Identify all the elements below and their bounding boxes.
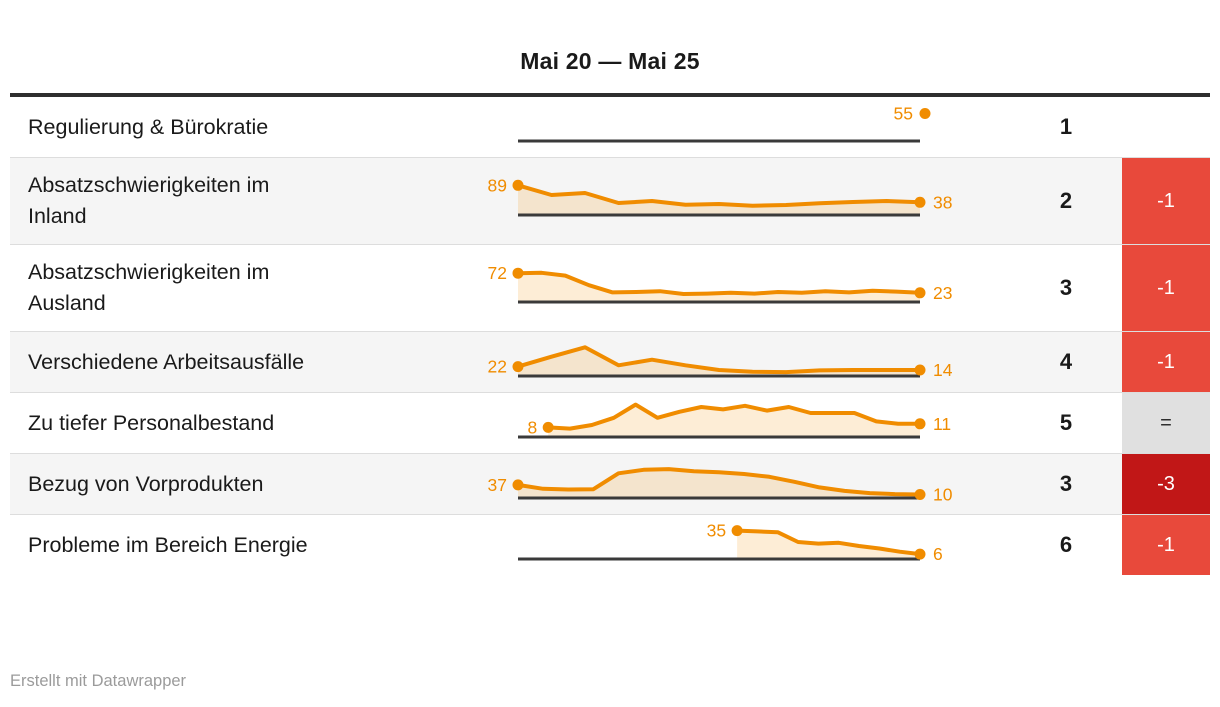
end-value-label: 10 bbox=[933, 485, 953, 505]
row-label: Zu tiefer Personalbestand bbox=[28, 410, 275, 435]
sparkline-line bbox=[546, 402, 922, 431]
end-dot bbox=[919, 108, 931, 120]
sparkline-svg: 55 bbox=[518, 104, 931, 143]
rank-value: 4 bbox=[1059, 349, 1073, 375]
end-value-label: 6 bbox=[933, 544, 943, 564]
start-dot bbox=[512, 180, 524, 192]
header-rule bbox=[10, 93, 1210, 98]
end-dot bbox=[914, 197, 926, 209]
sparkline-line bbox=[516, 345, 922, 375]
change-badge: = bbox=[1122, 393, 1210, 454]
end-dot bbox=[914, 364, 926, 376]
end-dot bbox=[914, 287, 926, 299]
rank-value: 5 bbox=[1059, 410, 1073, 436]
row-label: Bezug von Vorprodukten bbox=[28, 471, 264, 496]
sparkline-cell: 72 23 bbox=[440, 245, 1010, 331]
sparkline-area bbox=[518, 185, 920, 216]
change-badge bbox=[1122, 97, 1210, 157]
row-label: Regulierung & Bürokratie bbox=[28, 114, 269, 139]
sparkline-cell: 8 11 bbox=[440, 393, 1010, 453]
chart-title: Mai 20 — Mai 25 bbox=[520, 48, 700, 74]
end-dot bbox=[914, 548, 926, 560]
sparkline-area bbox=[548, 404, 920, 438]
row-label: Absatzschwierigkeiten im Inland bbox=[28, 173, 270, 229]
rank-value: 2 bbox=[1059, 188, 1073, 214]
end-value-label: 38 bbox=[933, 193, 952, 213]
sparkline-line bbox=[516, 467, 922, 497]
rank-value: 6 bbox=[1059, 532, 1073, 558]
sparkline-area bbox=[518, 273, 920, 303]
table-row: Absatzschwierigkeiten im Ausland 72 23 3 -1 bbox=[10, 244, 1210, 332]
start-dot bbox=[542, 422, 554, 434]
sparkline-svg: 72 23 bbox=[488, 263, 952, 304]
sparkline-svg: 37 10 bbox=[488, 467, 953, 505]
end-value-label: 55 bbox=[894, 104, 913, 124]
sparkline-cell: 35 6 bbox=[440, 515, 1010, 575]
end-value-label: 14 bbox=[933, 360, 953, 380]
change-badge: -1 bbox=[1122, 158, 1210, 245]
rank-value: 3 bbox=[1059, 275, 1073, 301]
sparkline-line bbox=[516, 271, 922, 297]
table-row: Probleme im Bereich Energie 35 6 6 -1 bbox=[10, 514, 1210, 576]
sparkline-line bbox=[516, 183, 922, 208]
row-label: Absatzschwierigkeiten im Ausland bbox=[28, 260, 270, 316]
end-value-label: 11 bbox=[933, 414, 951, 434]
start-value-label: 72 bbox=[488, 263, 507, 283]
sparkline-svg: 8 11 bbox=[518, 402, 951, 439]
table-row: Bezug von Vorprodukten 37 10 3 -3 bbox=[10, 453, 1210, 515]
start-dot bbox=[512, 361, 524, 373]
start-value-label: 89 bbox=[488, 176, 507, 196]
sparkline-area bbox=[518, 469, 920, 499]
sparkline-svg: 22 14 bbox=[488, 345, 953, 380]
start-value-label: 37 bbox=[488, 475, 507, 495]
end-dot bbox=[914, 418, 926, 430]
end-dot bbox=[914, 489, 926, 501]
datawrapper-attribution[interactable]: Erstellt mit Datawrapper bbox=[10, 672, 187, 690]
sparkline-cell: 22 14 bbox=[440, 332, 1010, 392]
table-row: Zu tiefer Personalbestand 8 11 5 = bbox=[10, 392, 1210, 454]
sparkline-area bbox=[518, 347, 920, 377]
table-row: Verschiedene Arbeitsausfälle 22 14 4 -1 bbox=[10, 331, 1210, 393]
sparkline-svg: 89 38 bbox=[488, 176, 952, 217]
sparkline-cell: 89 38 bbox=[440, 158, 1010, 244]
rank-value: 1 bbox=[1059, 114, 1073, 140]
change-badge: -1 bbox=[1122, 332, 1210, 393]
table-row: Absatzschwierigkeiten im Inland 89 38 2 -1 bbox=[10, 157, 1210, 245]
start-value-label: 8 bbox=[527, 418, 537, 438]
start-dot bbox=[731, 525, 743, 537]
change-badge: -1 bbox=[1122, 515, 1210, 576]
start-value-label: 22 bbox=[488, 357, 507, 377]
row-label: Verschiedene Arbeitsausfälle bbox=[28, 349, 305, 374]
start-value-label: 35 bbox=[707, 521, 726, 541]
row-label: Probleme im Bereich Energie bbox=[28, 532, 308, 557]
sparkline-line bbox=[735, 528, 922, 557]
sparkline-svg: 35 6 bbox=[518, 521, 943, 564]
table-row: Regulierung & Bürokratie 55 1 bbox=[10, 97, 1210, 157]
end-value-label: 23 bbox=[933, 283, 952, 303]
start-dot bbox=[512, 479, 524, 491]
change-badge: -1 bbox=[1122, 245, 1210, 332]
sparkline-cell: 55 bbox=[440, 97, 1010, 157]
start-dot bbox=[512, 267, 524, 279]
ranking-table: Regulierung & Bürokratie 55 1 Absatzschwier… bbox=[10, 97, 1210, 576]
change-badge: -3 bbox=[1122, 454, 1210, 515]
sparkline-cell: 37 10 bbox=[440, 454, 1010, 514]
rank-value: 3 bbox=[1059, 471, 1073, 497]
